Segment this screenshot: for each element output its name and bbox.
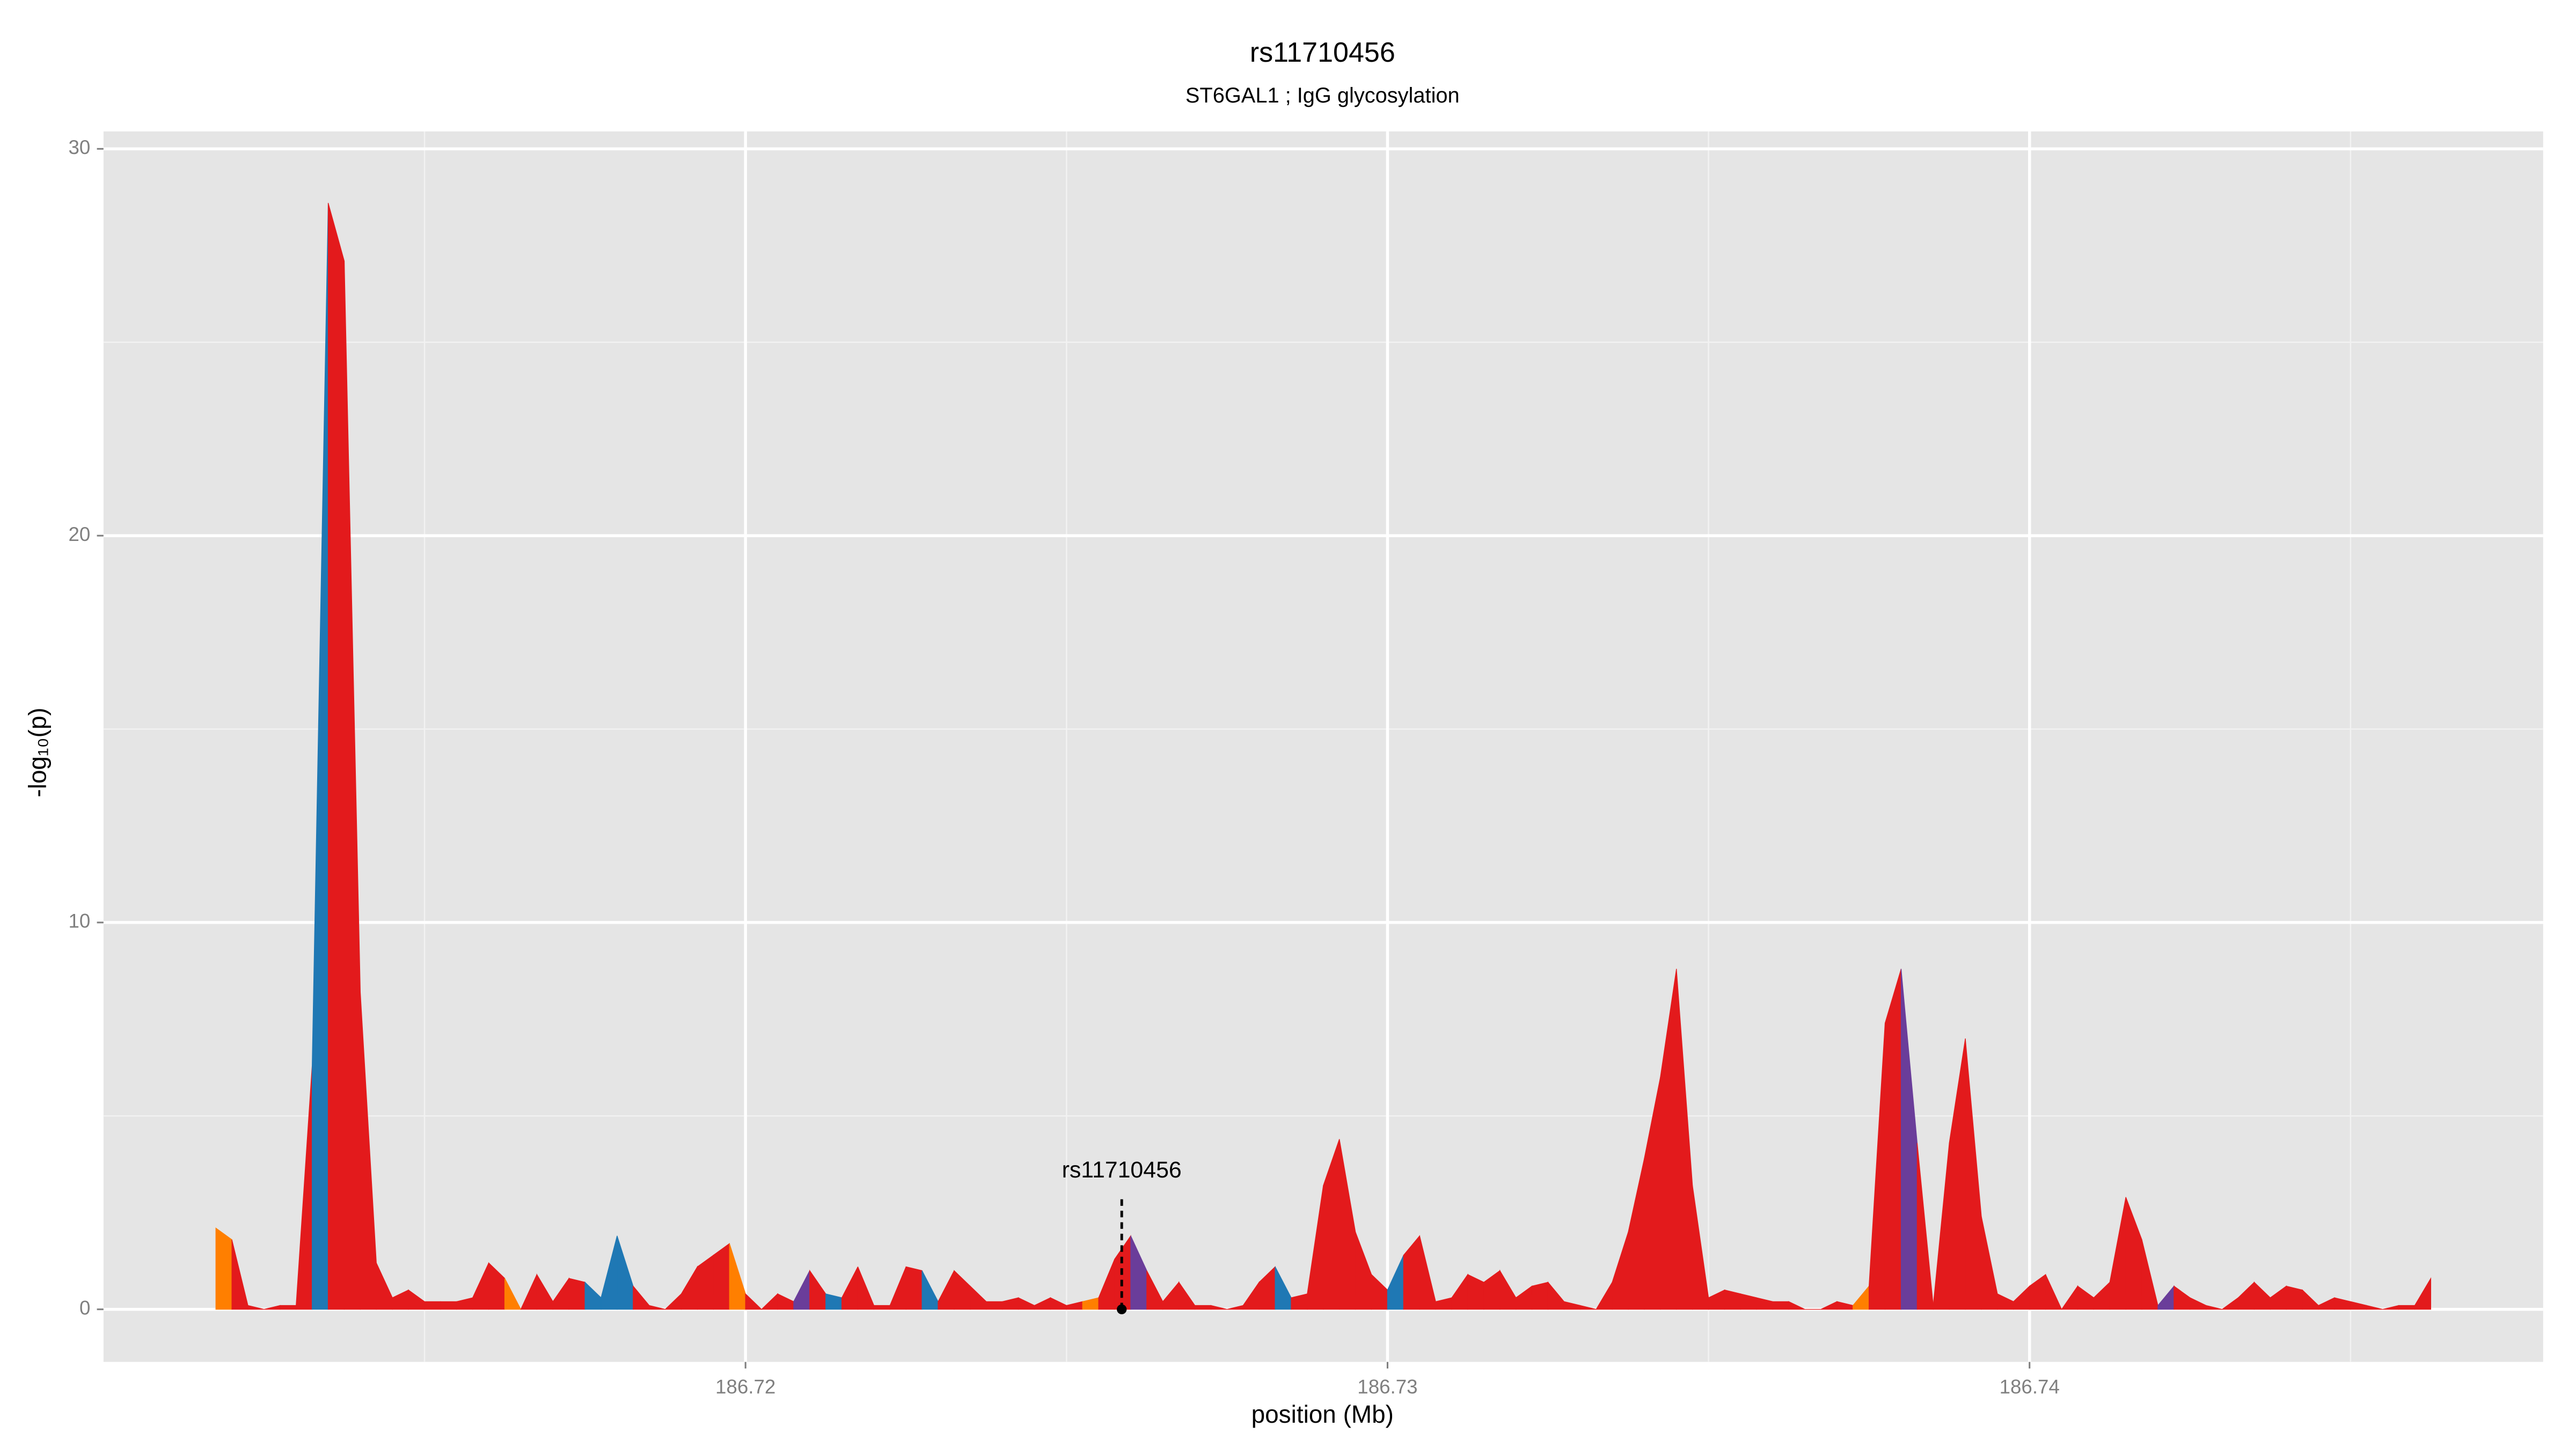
area-segment — [2414, 1277, 2432, 1310]
area-segment — [504, 1278, 522, 1310]
chart-subtitle: ST6GAL1 ; IgG glycosylation — [1185, 84, 1460, 107]
y-tick-label: 0 — [79, 1297, 90, 1319]
area-segment — [440, 1301, 457, 1310]
plot-panel — [103, 131, 2543, 1362]
area-segment — [1772, 1301, 1789, 1310]
x-tick-label: 186.73 — [1357, 1375, 1417, 1397]
area-segment — [873, 1305, 890, 1310]
area-segment — [1788, 1301, 1805, 1310]
area-segment — [327, 203, 345, 1310]
area-segment — [215, 1227, 232, 1310]
chart-title: rs11710456 — [1250, 37, 1395, 68]
x-tick-label: 186.72 — [715, 1375, 775, 1397]
area-segment — [905, 1266, 923, 1310]
y-tick-label: 20 — [69, 523, 91, 545]
area-segment — [649, 1305, 665, 1310]
y-tick-label: 30 — [69, 136, 91, 158]
area-segment — [713, 1242, 730, 1310]
area-segment — [1884, 969, 1902, 1310]
area-segment — [2206, 1305, 2222, 1310]
area-segment — [280, 1305, 297, 1310]
area-segment — [2045, 1274, 2062, 1310]
x-tick-label: 186.74 — [2000, 1375, 2060, 1397]
area-segment — [2398, 1305, 2416, 1310]
area-segment — [1194, 1305, 1212, 1310]
area-segment — [247, 1305, 265, 1310]
data-area — [215, 203, 2432, 1310]
axes: 186.72 186.73 186.74 0 10 20 30 rs11710456 — [69, 136, 2060, 1397]
area-segment — [986, 1301, 1003, 1310]
y-tick-label: 10 — [69, 910, 91, 932]
area-segment — [568, 1278, 586, 1310]
y-axis-label: -log₁₀(p) — [24, 707, 52, 797]
area-segment — [424, 1301, 441, 1310]
area-segment — [1579, 1305, 1597, 1310]
annotation-label: rs11710456 — [1062, 1157, 1182, 1183]
area-segment — [2366, 1305, 2383, 1310]
area-segment — [745, 1293, 763, 1310]
x-axis-label: position (Mb) — [1252, 1400, 1394, 1428]
annotation-point — [1116, 1304, 1127, 1314]
area-segment — [1531, 1282, 1549, 1310]
area-segment — [1210, 1305, 1227, 1310]
area-segment — [2286, 1285, 2303, 1310]
